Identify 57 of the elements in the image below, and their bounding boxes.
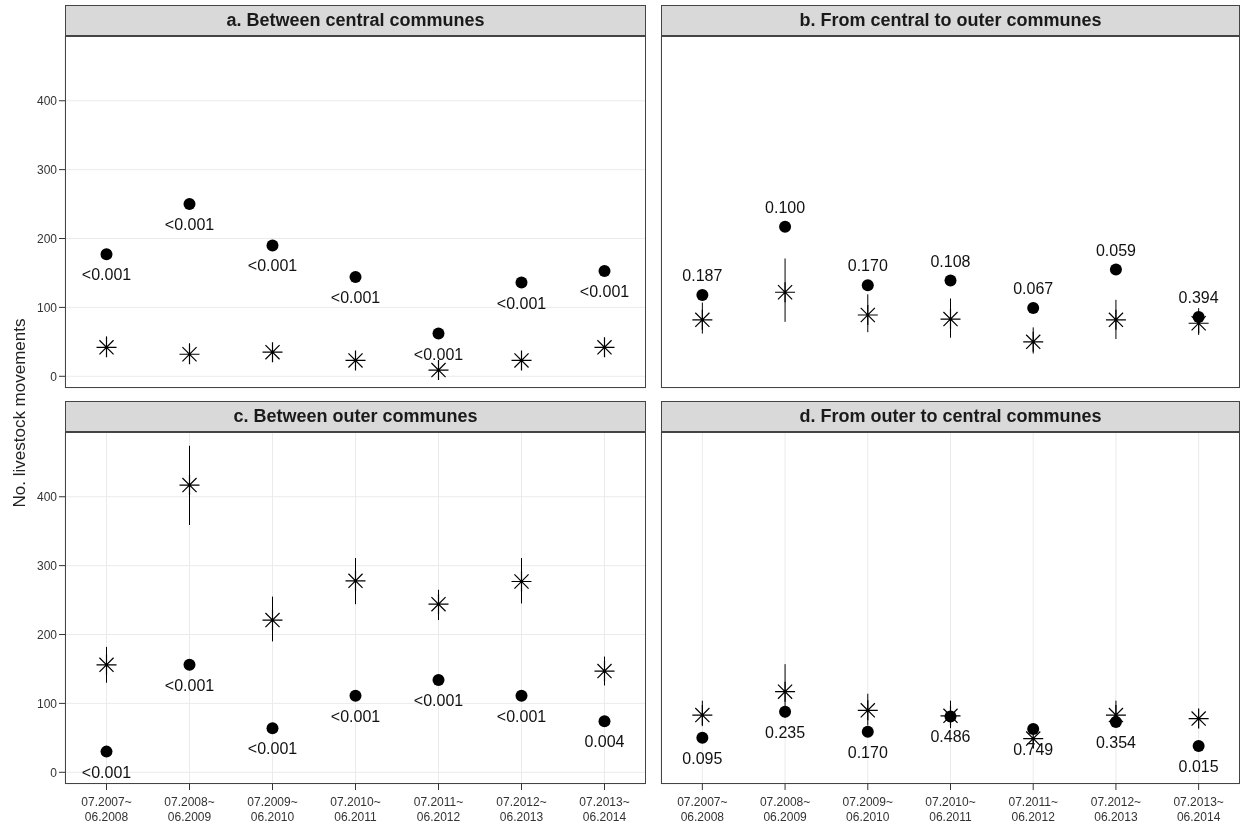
x-tick-label: 07.2008~ 06.2009 <box>164 795 215 824</box>
annotation: <0.001 <box>579 282 630 300</box>
y-tick-label: 300 <box>36 558 58 573</box>
x-tick-label: 07.2012~ 06.2013 <box>496 795 547 824</box>
annotation: 0.108 <box>930 252 971 270</box>
annotation: <0.001 <box>496 294 547 312</box>
annotation: <0.001 <box>164 676 215 694</box>
annotation: 0.170 <box>847 257 888 275</box>
annotation: 0.015 <box>1178 758 1219 776</box>
annotation: <0.001 <box>330 289 381 307</box>
y-tick-label: 0 <box>50 369 58 384</box>
y-tick-label: 400 <box>36 490 58 505</box>
x-tick-label: 07.2007~ 06.2008 <box>81 795 132 824</box>
annotation: <0.001 <box>413 691 464 709</box>
annotation: 0.749 <box>1013 740 1054 758</box>
annotation: 0.394 <box>1178 289 1219 307</box>
y-tick-label: 200 <box>36 627 58 642</box>
annotation: 0.170 <box>847 743 888 761</box>
annotation: 0.235 <box>765 723 806 741</box>
x-tick-label: 07.2010~ 06.2011 <box>330 795 381 824</box>
annotation: 0.187 <box>682 267 723 285</box>
annotation: <0.001 <box>81 763 132 781</box>
y-tick-label: 400 <box>36 94 58 109</box>
annotation: 0.354 <box>1095 734 1137 751</box>
annotation: 0.059 <box>1095 241 1137 259</box>
x-tick-label: 07.2013~ 06.2014 <box>579 795 630 824</box>
annotation: <0.001 <box>330 707 381 725</box>
annotation: 0.067 <box>1013 280 1054 298</box>
annotation: 0.100 <box>765 198 806 216</box>
annotation: <0.001 <box>496 707 547 725</box>
annotation: 0.486 <box>930 728 971 746</box>
x-tick-label: 07.2009~ 06.2010 <box>247 795 298 824</box>
annotation: <0.001 <box>247 740 298 758</box>
y-tick-label: 100 <box>36 300 58 315</box>
y-tick-label: 0 <box>50 765 58 780</box>
annotation: <0.001 <box>413 345 464 363</box>
x-tick-label: 07.2009~ 06.2010 <box>842 795 893 824</box>
y-tick-label: 200 <box>36 231 58 246</box>
x-tick-label: 07.2011~ 06.2012 <box>413 795 464 824</box>
x-tick-label: 07.2011~ 06.2012 <box>1008 795 1058 824</box>
annotation: <0.001 <box>164 216 215 234</box>
x-tick-label: 07.2010~ 06.2011 <box>925 795 976 824</box>
chart-title: d. From outer to central communes <box>661 401 1240 432</box>
annotation: 0.095 <box>682 749 723 767</box>
annotation: 0.004 <box>584 733 625 751</box>
x-tick-label: 07.2007~ 06.2008 <box>677 795 728 824</box>
chart-title: a. Between central communes <box>65 5 646 36</box>
chart-title: c. Between outer communes <box>65 401 646 432</box>
x-tick-label: 07.2012~ 06.2013 <box>1090 795 1142 824</box>
y-axis-title: No. livestock movements <box>10 318 30 508</box>
chart-title: b. From central to outer communes <box>661 5 1240 36</box>
x-tick-label: 07.2013~ 06.2014 <box>1173 795 1224 824</box>
y-tick-label: 300 <box>36 162 58 177</box>
annotation: <0.001 <box>247 257 298 275</box>
y-tick-label: 100 <box>36 696 58 711</box>
annotation: <0.001 <box>81 266 132 284</box>
x-tick-label: 07.2008~ 06.2009 <box>759 795 811 824</box>
